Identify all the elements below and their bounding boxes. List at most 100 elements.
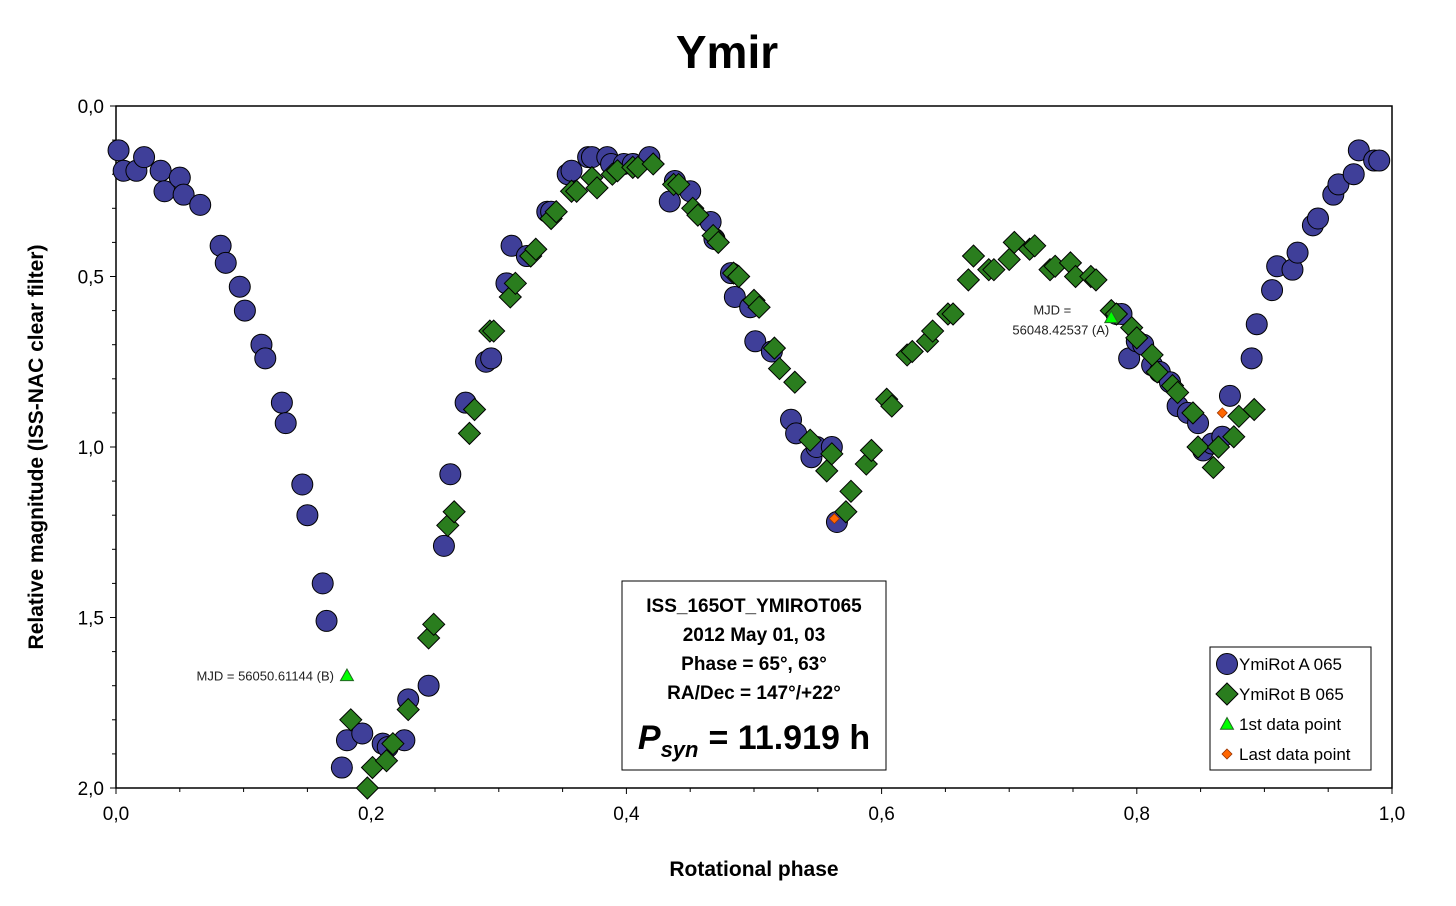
series-b-point	[1242, 397, 1266, 422]
info-box-line: RA/Dec = 147°/+22°	[667, 683, 841, 704]
series-a-point	[1306, 207, 1329, 230]
chart-title: Ymir	[676, 26, 778, 78]
series-a-point	[480, 347, 503, 370]
series-b-point	[1181, 401, 1205, 425]
series-b-point	[1222, 425, 1246, 449]
series-2	[339, 152, 1266, 800]
series-b-point	[524, 237, 548, 261]
info-box-line: ISS_165OT_YMIROT065	[646, 596, 862, 617]
legend: YmiRot A 065 YmiRot B 065 1st data point La…	[1209, 646, 1372, 771]
period-value: = 11.919 h	[708, 719, 870, 757]
info-box-line: 2012 May 01, 03	[683, 625, 826, 646]
series-a-point	[1368, 149, 1391, 172]
series-a-point	[500, 234, 523, 257]
legend-marker	[1221, 748, 1233, 760]
x-tick-label: 0,8	[1124, 804, 1150, 825]
series-b-point	[839, 479, 863, 504]
series-a-point	[189, 193, 212, 216]
series-a-point	[133, 146, 156, 169]
legend-label: Last data point	[1239, 745, 1351, 764]
series-b-point	[798, 428, 822, 452]
series-b-point	[783, 370, 807, 394]
legend-label: 1st data point	[1239, 715, 1341, 734]
series-b-point	[1084, 268, 1108, 292]
info-box: ISS_165OT_YMIROT065 2012 May 01, 03 Phas…	[621, 580, 887, 771]
series-b-point	[544, 200, 568, 224]
y-axis-label: Relative magnitude (ISS-NAC clear filter…	[25, 245, 48, 650]
series-a-point	[274, 412, 297, 435]
series-b-point	[961, 244, 986, 268]
annotation-first-point-b: MJD = 56050.61144 (B)	[197, 668, 334, 683]
series-b-point	[396, 697, 420, 722]
series-a-point	[439, 463, 462, 486]
series-b-point	[457, 421, 482, 446]
series-b-point	[941, 302, 965, 326]
series-a-point	[291, 473, 314, 496]
series-a-point	[1245, 313, 1268, 336]
series-a-point	[1286, 241, 1309, 264]
y-tick-label: 2,0	[78, 779, 104, 800]
series-b-point	[820, 442, 844, 466]
series-b-point	[815, 459, 839, 483]
series-b-point	[1125, 326, 1149, 350]
annotation-layer: MJD = 56050.61144 (B) MJD = 56048.42537 (A…	[197, 302, 1110, 683]
series-a-point	[330, 756, 353, 779]
series-a-point	[315, 609, 338, 632]
series-a-point	[233, 299, 256, 322]
first-data-point-marker	[1103, 309, 1119, 324]
series-a-point	[1342, 163, 1365, 186]
series-b-point	[1145, 360, 1169, 384]
series-a-point	[311, 572, 334, 595]
series-b-point	[920, 319, 945, 343]
legend-marker	[1216, 653, 1238, 675]
series-b-point	[859, 438, 884, 463]
series-a-point	[351, 722, 374, 745]
y-tick-label: 1,5	[78, 609, 104, 630]
x-tick-label: 0,4	[613, 804, 640, 825]
legend-marker	[1219, 716, 1235, 730]
series-b-point	[1206, 435, 1231, 459]
period-subscript: syn	[661, 737, 699, 762]
series-b-point	[726, 264, 751, 289]
series-4	[828, 407, 1228, 525]
series-a-point	[296, 504, 319, 527]
series-b-point	[1023, 234, 1047, 258]
series-a-point	[107, 139, 130, 162]
series-b-point	[442, 500, 466, 524]
series-b-point	[374, 749, 399, 773]
series-a-point	[270, 391, 293, 414]
x-tick-label: 0,0	[103, 804, 129, 825]
period-label: Psyn = 11.919 h	[638, 719, 870, 762]
series-b-point	[997, 247, 1021, 272]
series-b-point	[355, 776, 380, 800]
series-a-point	[744, 330, 767, 353]
axis-ticks: 0,0 0,2 0,4 0,6 0,8 1,0 0,0 0,5 1,0 1,5 2,0	[78, 97, 1406, 825]
series-b-point	[422, 612, 446, 637]
series-b-point	[503, 271, 528, 296]
series-b-point	[481, 319, 506, 343]
series-b-point	[667, 172, 691, 197]
info-box-line: Phase = 65°, 63°	[681, 654, 827, 675]
period-symbol: P	[638, 719, 661, 757]
series-b-point	[1201, 455, 1226, 480]
series-b-point	[1186, 435, 1210, 459]
y-tick-label: 0,0	[78, 97, 104, 118]
series-a-point	[1327, 173, 1350, 196]
series-a-point	[1218, 384, 1241, 407]
series-b-point	[900, 339, 924, 364]
series-b-point	[1165, 380, 1190, 405]
series-a-point	[560, 159, 583, 182]
series-a-point	[254, 347, 277, 370]
y-tick-label: 1,0	[78, 438, 104, 459]
series-b-point	[339, 708, 363, 732]
annotation-first-point-a: 56048.42537 (A)	[1012, 322, 1109, 337]
series-3	[339, 309, 1119, 682]
series-a-point	[417, 674, 440, 697]
legend-marker	[1215, 682, 1239, 706]
x-tick-label: 0,2	[358, 804, 384, 825]
annotation-first-point-a: MJD =	[1033, 302, 1071, 317]
info-box-frame	[621, 580, 887, 771]
series-b-point	[767, 356, 792, 381]
series-b-point	[585, 176, 609, 200]
